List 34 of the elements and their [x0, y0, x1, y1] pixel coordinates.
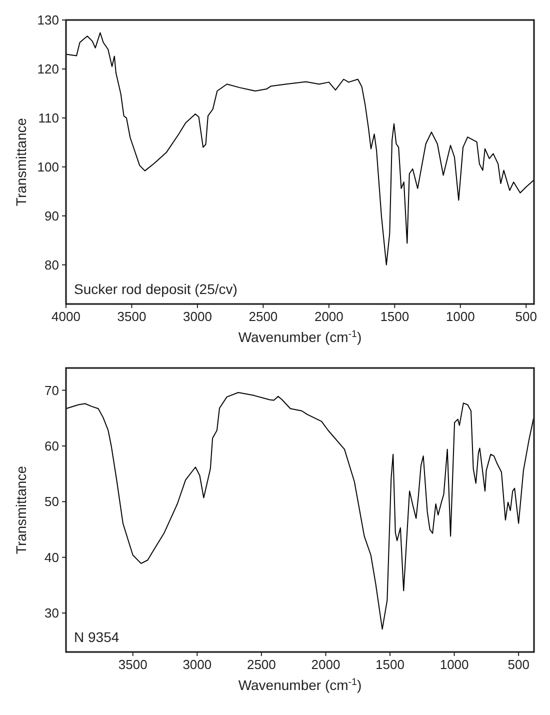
y-tick-label: 100	[37, 159, 59, 174]
annotation: N 9354	[74, 629, 120, 645]
x-tick-label: 4000	[52, 309, 80, 324]
x-axis-title: Wavenumber (cm$^{-1}$)	[238, 328, 362, 345]
x-tick-label: 3000	[182, 657, 212, 672]
line-series	[66, 32, 534, 266]
x-tick-label: 2500	[246, 657, 276, 672]
x-tick-label: 1000	[446, 309, 475, 324]
y-tick-label: 80	[44, 257, 59, 272]
y-tick-label: 40	[44, 550, 59, 565]
y-tick-label: 130	[37, 12, 59, 28]
x-tick-label: 500	[508, 657, 530, 672]
x-tick-label: 3500	[118, 657, 148, 672]
y-tick-label: 70	[44, 382, 59, 398]
line-series	[66, 392, 534, 630]
x-tick-label: 500	[515, 309, 537, 324]
y-tick-label: 120	[37, 62, 59, 77]
annotation: Sucker rod deposit (25/cv)	[74, 281, 238, 297]
y-tick-label: 30	[44, 606, 59, 621]
y-tick-label: 60	[44, 438, 59, 454]
x-tick-label: 2000	[314, 309, 344, 324]
x-axis-title: Wavenumber (cm$^{-1}$)	[238, 676, 362, 693]
x-tick-label: 3000	[183, 309, 212, 324]
y-tick-label: 50	[44, 494, 59, 510]
y-tick-label: 90	[44, 208, 59, 224]
x-tick-label: 1500	[376, 657, 404, 672]
y-axis-title: Transmittance	[13, 118, 29, 206]
y-axis-title: Transmittance	[13, 466, 29, 554]
x-tick-label: 1000	[440, 657, 469, 672]
x-tick-label: 2500	[248, 309, 278, 324]
x-tick-label: 2000	[311, 657, 340, 672]
x-tick-label: 1500	[380, 309, 410, 324]
y-tick-label: 110	[38, 110, 59, 126]
x-tick-label: 3500	[117, 309, 146, 324]
